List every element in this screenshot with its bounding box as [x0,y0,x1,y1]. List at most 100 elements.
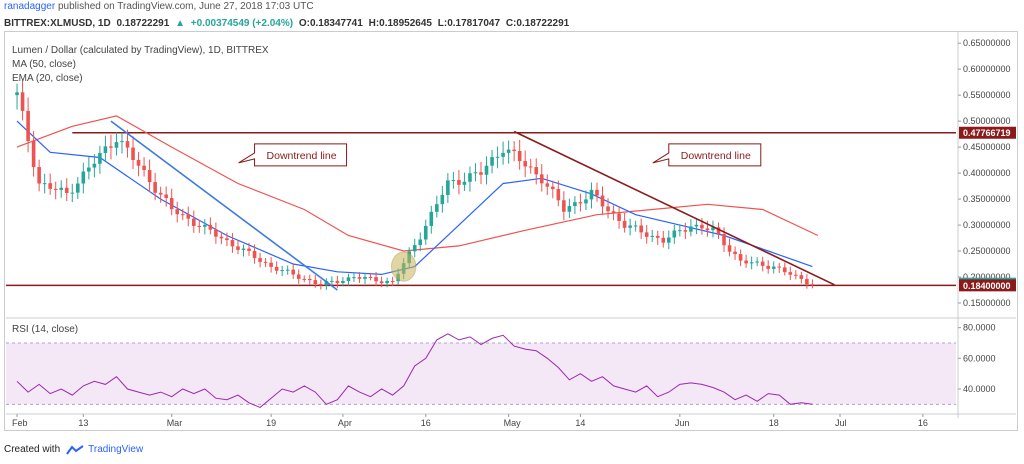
candle-body [429,211,434,226]
callout-text: Downtrend line [681,150,751,162]
candle-body [15,92,19,96]
candle-body [584,199,588,204]
candle-body [600,195,605,207]
candle-body [661,237,666,243]
candle-body [738,254,743,261]
legend-ema[interactable]: EMA (20, close) [12,73,83,84]
candle-body [755,261,759,263]
candle-body [595,189,599,196]
candle-body [711,227,715,231]
candle-body [180,214,185,216]
low-value: L:0.17817047 [437,18,501,29]
candle-body [771,266,776,269]
candle-body [252,250,257,259]
rsi-legend: RSI (14, close) [12,324,78,335]
candle-body [225,238,229,241]
last-price: 0.18722291 [116,18,170,29]
candle-body [302,278,307,280]
candle-body [87,167,91,172]
candle-body [672,230,677,238]
candle-body [247,248,251,251]
tradingview-brand[interactable]: TradingView [88,444,144,455]
candle-body [109,146,113,148]
candle-body [385,281,389,284]
candle-body [208,224,213,230]
open-value: O:0.18347741 [298,18,363,29]
candle-body [285,269,290,271]
candle-body [53,188,58,190]
candle-body [805,278,809,285]
ma50-line [16,115,819,252]
candle-body [528,166,533,168]
candle-body [523,161,527,167]
candle-body [468,173,472,182]
candle-body [479,172,483,175]
candle-body [700,224,704,229]
candle-body [241,248,246,250]
high-value: H:0.18952645 [368,18,432,29]
candle-body [258,258,262,262]
candle-body [114,142,119,148]
symbol-label: BITTREX:XLMUSD, 1D [4,18,111,29]
candle-body [749,262,754,264]
price-tick-label: 0.15000000 [963,298,1011,308]
candle-body [203,224,207,227]
candle-body [716,227,721,234]
chart-legend: Lumen / Dollar (calculated by TradingVie… [12,44,269,86]
candle-body [782,267,787,273]
price-tick-label: 0.45000000 [963,142,1011,152]
candle-body [683,230,688,232]
author-link[interactable]: ranadagger [4,1,56,12]
candle-body [650,235,655,237]
time-tick-label: 13 [78,418,88,428]
candle-body [628,225,632,228]
candle-body [368,276,373,278]
candle-body [341,281,345,283]
downtrend-1-trendline [110,120,338,291]
candle-body [501,152,505,157]
candle-body [633,225,638,227]
rsi-line [16,333,813,408]
candle-body [678,230,682,232]
callout-text: Downtrend line [267,150,337,162]
candle-body [197,225,202,227]
publish-info: published on TradingView.com, June 27, 2… [58,1,314,12]
candle-body [357,277,362,279]
candle-body [37,167,41,184]
price-axis-label: 0.18400000 [963,281,1011,291]
time-tick-label: Feb [12,418,28,428]
candle-body [263,261,268,263]
candle-body [517,151,522,162]
price-tick-label: 0.25000000 [963,246,1011,256]
time-tick-label: 18 [769,418,779,428]
candle-body [617,213,621,221]
time-tick-label: 16 [918,418,928,428]
candle-body [59,187,64,190]
candle-body [423,225,428,240]
chart-frame [4,31,1018,431]
candle-body [103,146,108,153]
time-tick-label: 14 [575,418,585,428]
rsi-tick-label: 80.0000 [963,323,996,333]
price-tick-label: 0.40000000 [963,168,1011,178]
legend-ma[interactable]: MA (50, close) [12,59,76,70]
candle-body [766,265,771,269]
candle-body [296,274,301,279]
candle-body [655,235,660,238]
candle-body [534,167,539,175]
candle-body [64,187,69,194]
candle-body [446,180,450,195]
candle-body [291,269,296,275]
candle-body [418,239,423,246]
downtrend-callout-1: Downtrend line [238,143,348,167]
candle-body [794,274,798,276]
candle-body [214,229,218,237]
ema20-line [16,120,813,276]
candle-body [744,260,748,264]
candle-body [280,270,284,272]
candle-body [81,171,86,184]
candle-body [191,218,196,226]
candle-body [705,228,710,231]
candle-body [230,240,235,247]
